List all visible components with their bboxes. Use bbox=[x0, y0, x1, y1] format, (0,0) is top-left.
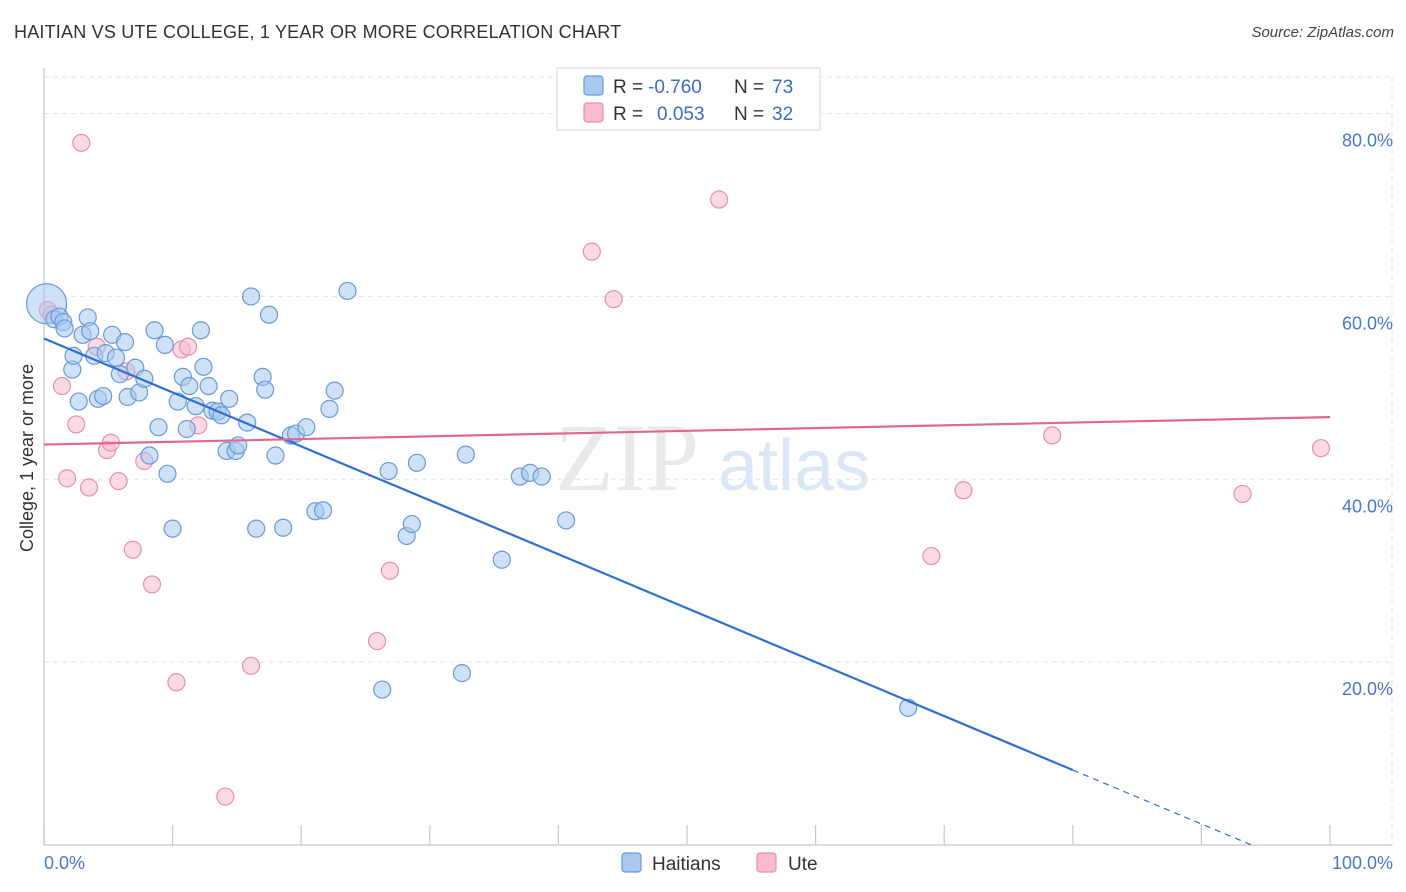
ute-point bbox=[142, 575, 162, 594]
trend-lines bbox=[43, 337, 1331, 847]
haitians-point bbox=[145, 321, 164, 340]
haitians-point bbox=[180, 376, 199, 396]
haitians-point bbox=[177, 419, 196, 439]
watermark-atlas: atlas bbox=[718, 426, 870, 506]
ute-point bbox=[216, 787, 235, 806]
haitians-point bbox=[55, 319, 74, 338]
haitians-point bbox=[402, 514, 421, 534]
ute-point bbox=[582, 242, 601, 261]
haitians-point bbox=[266, 446, 285, 465]
haitians-point bbox=[407, 453, 427, 472]
haitians-point bbox=[379, 461, 398, 481]
legend-n-label-ute: N = bbox=[734, 104, 764, 125]
bottom-ute-swatch bbox=[756, 852, 777, 873]
haitians-point bbox=[220, 389, 239, 408]
ute-swatch bbox=[583, 102, 604, 123]
watermark-zip: ZIP bbox=[555, 404, 699, 511]
haitians-point bbox=[452, 664, 472, 683]
ute-point bbox=[67, 415, 86, 434]
ute-point bbox=[58, 469, 77, 488]
x-tick-label-max: 100.0% bbox=[1332, 853, 1393, 873]
haitians-point bbox=[274, 518, 293, 537]
haitians-point bbox=[94, 386, 113, 406]
legend-r-label-haitians: R = bbox=[613, 77, 643, 98]
ute-point bbox=[710, 190, 729, 209]
y-tick-label: 40.0% bbox=[1342, 496, 1393, 516]
ute-point bbox=[123, 540, 142, 559]
haitians-point bbox=[115, 333, 135, 352]
ute-point bbox=[79, 478, 99, 497]
haitians-point bbox=[456, 445, 475, 464]
stats-legend: R = -0.760 N = 73 R = 0.053 N = 32 bbox=[556, 67, 821, 131]
ute-point bbox=[167, 673, 186, 692]
ute-point bbox=[380, 561, 400, 580]
ute-point bbox=[241, 656, 261, 675]
haitians-point bbox=[149, 418, 168, 437]
haitians-point bbox=[158, 464, 177, 483]
haitians-point bbox=[241, 287, 261, 306]
ute-point bbox=[52, 376, 72, 396]
x-tick-label-min: 0.0% bbox=[44, 853, 85, 873]
legend-r-value-haitians: -0.760 bbox=[648, 77, 702, 98]
haitians-point bbox=[259, 305, 279, 324]
grid-lines bbox=[44, 76, 1393, 845]
legend-n-value-haitians: 73 bbox=[772, 77, 793, 98]
y-tick-label: 80.0% bbox=[1342, 131, 1393, 151]
haitians-point bbox=[140, 446, 159, 465]
haitians-point bbox=[191, 321, 210, 340]
haitians-point bbox=[297, 418, 316, 437]
bottom-legend-ute: Ute bbox=[788, 854, 818, 875]
haitians-point bbox=[338, 281, 357, 301]
haitians-point bbox=[69, 392, 88, 411]
haitians-point bbox=[557, 511, 576, 530]
legend-r-label-ute: R = bbox=[613, 104, 643, 125]
y-tick-label: 60.0% bbox=[1342, 313, 1393, 333]
haitians-point bbox=[325, 381, 344, 400]
haitians-point bbox=[163, 519, 182, 538]
ute-point bbox=[1043, 426, 1062, 445]
haitians-point bbox=[313, 501, 333, 520]
haitians-point bbox=[373, 680, 392, 699]
y-tick-label: 20.0% bbox=[1342, 679, 1393, 699]
haitians-point bbox=[155, 335, 174, 354]
ute-point bbox=[922, 546, 941, 566]
ute-point bbox=[367, 632, 387, 651]
haitians-point bbox=[81, 322, 100, 341]
ute-point bbox=[1311, 439, 1331, 458]
legend-n-label-haitians: N = bbox=[734, 77, 764, 98]
haitians-point bbox=[320, 399, 339, 418]
ute-point bbox=[72, 133, 91, 152]
ute-trend-line bbox=[43, 416, 1331, 446]
ute-point bbox=[1233, 484, 1252, 504]
legend-r-value-ute: 0.053 bbox=[657, 104, 705, 125]
haitians-swatch bbox=[583, 75, 604, 96]
chart-title: HAITIAN VS UTE COLLEGE, 1 YEAR OR MORE C… bbox=[14, 22, 622, 42]
haitians-point bbox=[256, 380, 275, 399]
ute-point bbox=[954, 481, 973, 500]
haitians-point bbox=[532, 467, 551, 486]
haitians-point bbox=[194, 357, 213, 376]
haitians-point bbox=[492, 550, 511, 569]
haitians-point bbox=[247, 519, 266, 538]
legend-n-value-ute: 32 bbox=[772, 104, 793, 125]
haitians-point bbox=[199, 376, 218, 396]
ute-point bbox=[109, 472, 128, 491]
bottom-legend-haitians: Haitians bbox=[652, 854, 721, 875]
ute-point bbox=[604, 290, 623, 309]
bottom-haitians-swatch bbox=[621, 852, 642, 873]
haitians-series bbox=[25, 281, 918, 717]
haitians-trend-line bbox=[43, 337, 1074, 772]
source-label: Source: ZipAtlas.com bbox=[1251, 24, 1394, 41]
y-axis-title: College, 1 year or more bbox=[17, 364, 37, 552]
haitians-trend-extension bbox=[1072, 769, 1254, 847]
ute-point bbox=[178, 337, 198, 356]
axes bbox=[43, 68, 1392, 846]
tick-labels: 20.0% 40.0% 60.0% 80.0% 0.0% 100.0% bbox=[44, 131, 1393, 873]
series-legend: Haitians Ute bbox=[621, 852, 818, 875]
haitians-point bbox=[106, 348, 126, 367]
